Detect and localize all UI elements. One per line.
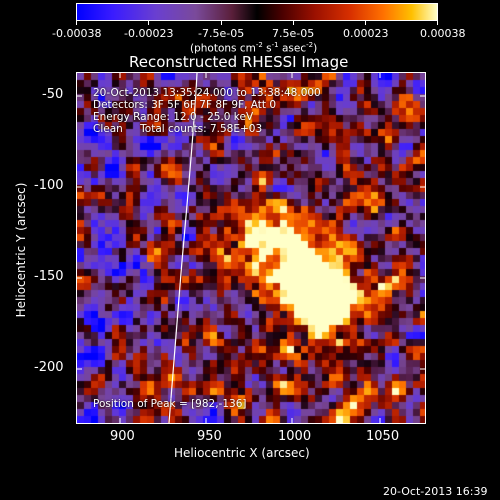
rhessi-image-panel: 20-Oct-2013 13:35:24.000 to 13:38:48.000… bbox=[76, 72, 426, 424]
colorbar-tick bbox=[148, 21, 149, 25]
colorbar-tick-label: 0.00038 bbox=[420, 27, 466, 40]
colorbar-tick-label: -0.00023 bbox=[124, 27, 174, 40]
info-detectors: Detectors: 3F 5F 6F 7F 8F 9F, Att 0 bbox=[93, 99, 277, 111]
colorbar-tick bbox=[437, 21, 438, 25]
x-tick-label: 950 bbox=[197, 429, 222, 444]
x-axis-label: Heliocentric X (arcsec) bbox=[174, 446, 310, 460]
info-method-counts: Clean Total counts: 7.58E+03 bbox=[93, 124, 262, 135]
info-energy-range: Energy Range: 12.0 - 25.0 keV bbox=[93, 111, 254, 123]
info-total-counts: Total counts: 7.58E+03 bbox=[140, 123, 263, 135]
rhessi-image bbox=[77, 73, 425, 423]
colorbar-tick bbox=[293, 21, 294, 25]
solar-limb-overlay bbox=[168, 73, 198, 423]
colorbar-tick bbox=[365, 21, 366, 25]
colorbar bbox=[76, 3, 438, 21]
y-tick-label: -200 bbox=[34, 360, 64, 375]
x-tick-label: 900 bbox=[110, 429, 135, 444]
solar-limb-line bbox=[168, 73, 198, 423]
info-peak-position: Position of Peak = [982,-136] bbox=[93, 398, 247, 410]
plot-title: Reconstructed RHESSI Image bbox=[129, 53, 349, 71]
y-tick-label: -100 bbox=[34, 178, 64, 193]
colorbar-unit-label: (photons cm-2 s-1 asec-2) bbox=[190, 41, 318, 55]
colorbar-tick bbox=[76, 21, 77, 25]
colorbar-tick-label: 0.00023 bbox=[343, 27, 389, 40]
info-method: Clean bbox=[93, 123, 123, 135]
info-time-range: 20-Oct-2013 13:35:24.000 to 13:38:48.000 bbox=[93, 87, 321, 99]
y-tick-label: -50 bbox=[42, 87, 64, 102]
colorbar-tick-label: -7.5e-05 bbox=[198, 27, 245, 40]
footer-timestamp: 20-Oct-2013 16:39 bbox=[383, 485, 488, 498]
y-tick-label: -150 bbox=[34, 269, 64, 284]
y-axis-label: Heliocentric Y (arcsec) bbox=[14, 182, 28, 318]
x-tick-label: 1050 bbox=[366, 429, 400, 444]
colorbar-tick-label: -0.00038 bbox=[52, 27, 102, 40]
x-tick-label: 1000 bbox=[278, 429, 312, 444]
colorbar-tick bbox=[221, 21, 222, 25]
colorbar-tick-label: 7.5e-05 bbox=[272, 27, 315, 40]
